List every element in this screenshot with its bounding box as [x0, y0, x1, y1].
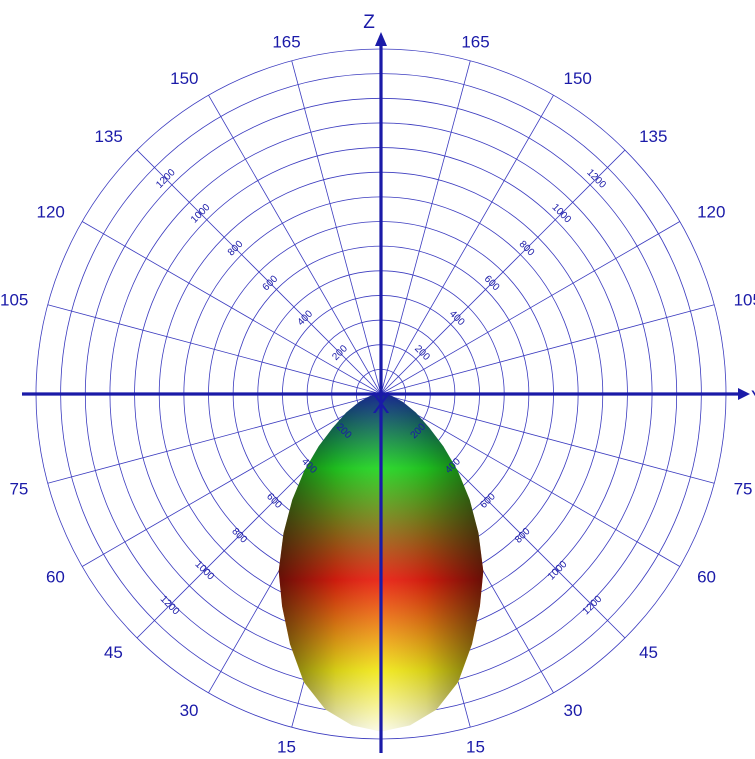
- angle-label-left-45: 45: [104, 643, 123, 662]
- grid-spoke-225: [136, 149, 382, 395]
- angle-label-right-135: 135: [639, 127, 667, 146]
- angle-label-right-60: 60: [697, 568, 716, 587]
- grid-spoke-75: [380, 393, 715, 484]
- angle-label-right-150: 150: [564, 69, 592, 88]
- grid-spoke-255: [47, 304, 382, 395]
- angle-label-right-15: 15: [466, 738, 485, 757]
- y-axis-arrow: [738, 388, 750, 400]
- angle-label-left-30: 30: [180, 701, 199, 720]
- grid-spoke-120: [380, 221, 680, 395]
- angle-label-left-75: 75: [9, 480, 28, 499]
- grid-spoke-165: [380, 60, 471, 395]
- grid-spoke-60: [380, 393, 680, 567]
- angle-label-right-30: 30: [564, 701, 583, 720]
- grid-spoke-285: [47, 393, 382, 484]
- angle-label-left-150: 150: [170, 69, 198, 88]
- angle-label-left-165: 165: [272, 32, 300, 51]
- angle-label-right-105: 105: [734, 291, 755, 310]
- angle-label-left-15: 15: [277, 738, 296, 757]
- axes: [22, 32, 750, 753]
- z-axis-label: Z: [363, 12, 375, 33]
- angle-label-left-135: 135: [95, 127, 123, 146]
- y-axis-label: Y: [751, 388, 755, 409]
- x-axis-label: X: [372, 389, 389, 419]
- angle-label-left-60: 60: [46, 568, 65, 587]
- grid-spoke-150: [380, 95, 554, 395]
- grid-spoke-135: [380, 149, 626, 395]
- grid-spoke-210: [208, 95, 382, 395]
- angle-label-right-45: 45: [639, 643, 658, 662]
- grid-spoke-240: [82, 221, 382, 395]
- angle-label-left-120: 120: [37, 203, 65, 222]
- grid-spoke-300: [82, 393, 382, 567]
- grid-spoke-105: [380, 304, 715, 395]
- angle-label-right-165: 165: [461, 32, 489, 51]
- angle-label-right-75: 75: [734, 480, 753, 499]
- angle-label-right-120: 120: [697, 203, 725, 222]
- angle-label-left-105: 105: [0, 291, 28, 310]
- grid-spoke-195: [291, 60, 382, 395]
- z-axis-arrow: [375, 32, 387, 46]
